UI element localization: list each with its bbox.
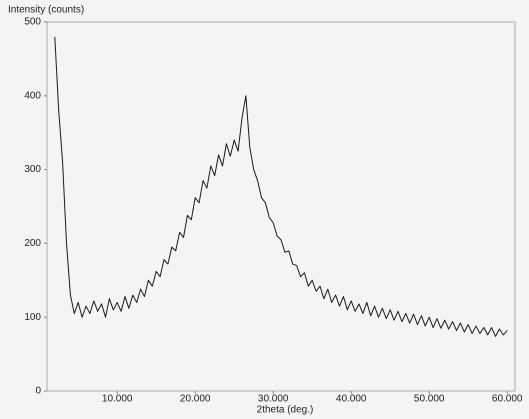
y-tick-label: 500 — [24, 17, 41, 28]
plot-frame — [46, 21, 516, 392]
x-tick-label: 50.000 — [414, 394, 445, 405]
x-tick-label: 60.000 — [492, 394, 523, 405]
x-axis-label: 2theta (deg.) — [257, 405, 314, 416]
y-tick-label: 200 — [24, 238, 41, 249]
data-line — [54, 36, 508, 337]
y-tick-label: 0 — [35, 386, 41, 397]
y-tick-label: 100 — [24, 312, 41, 323]
y-tick-label: 300 — [24, 164, 41, 175]
x-tick-label: 10.000 — [102, 394, 133, 405]
x-tick-label: 20.000 — [180, 394, 211, 405]
x-tick-label: 30.000 — [258, 394, 289, 405]
x-tick-label: 40.000 — [336, 394, 367, 405]
y-axis-label: Intensity (counts) — [8, 5, 84, 16]
y-tick-label: 400 — [24, 90, 41, 101]
